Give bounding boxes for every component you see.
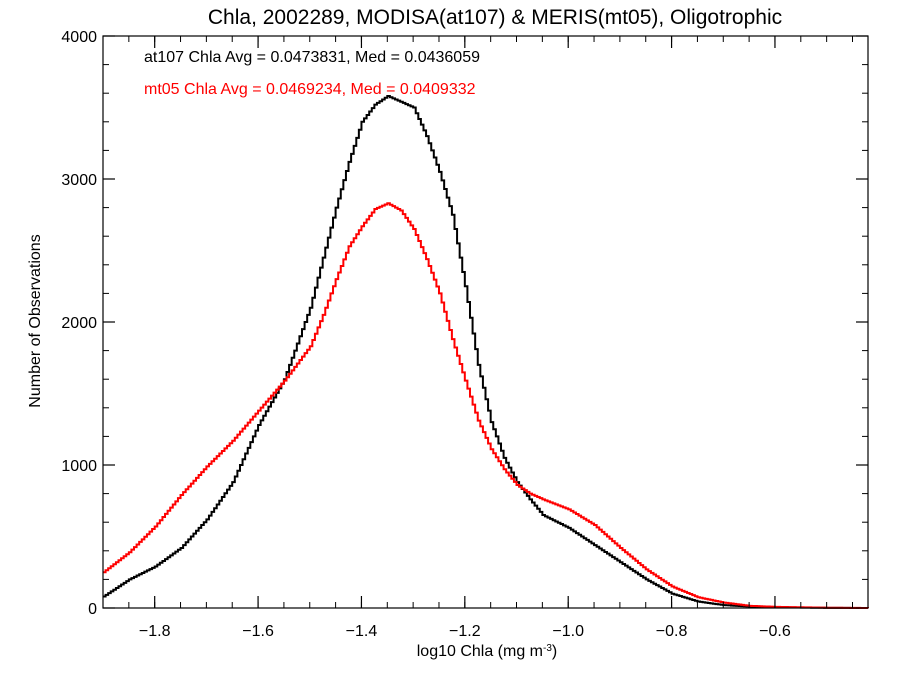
x-axis-label-main: log10 Chla (mg m xyxy=(417,643,543,660)
y-axis-label: Number of Observations xyxy=(27,234,44,407)
x-tick-label: −1.4 xyxy=(346,623,378,640)
y-tick-label: 4000 xyxy=(61,29,97,46)
series-line-0 xyxy=(103,95,869,609)
plot-frame xyxy=(102,35,869,609)
x-tick-label: −1.2 xyxy=(449,623,481,640)
annotation-mt05: mt05 Chla Avg = 0.0469234, Med = 0.04093… xyxy=(144,81,476,98)
ticks-layer: −1.8 −1.6 −1.4 −1.2 −1.0 −0.8 −0.6 0 1000 2000 300… xyxy=(61,29,868,640)
x-tick-label: −0.8 xyxy=(656,623,688,640)
y-tick-label: 1000 xyxy=(61,458,97,475)
y-tick-label: 0 xyxy=(88,601,97,618)
series-line-1 xyxy=(103,202,869,609)
chart-title: Chla, 2002289, MODISA(at107) & MERIS(mt0… xyxy=(208,6,782,29)
y-tick-label: 3000 xyxy=(61,172,97,189)
x-tick-label: −0.6 xyxy=(759,623,791,640)
x-axis-label-exponent: -3 xyxy=(543,643,552,654)
x-tick-label: −1.0 xyxy=(552,623,584,640)
x-axis-label: log10 Chla (mg m-3) xyxy=(417,643,558,661)
x-axis-label-end: ) xyxy=(552,643,557,660)
x-tick-label: −1.6 xyxy=(242,623,274,640)
x-tick-label: −1.8 xyxy=(139,623,171,640)
annotation-at107: at107 Chla Avg = 0.0473831, Med = 0.0436… xyxy=(144,49,480,66)
series-layer xyxy=(103,95,869,609)
y-tick-label: 2000 xyxy=(61,315,97,332)
